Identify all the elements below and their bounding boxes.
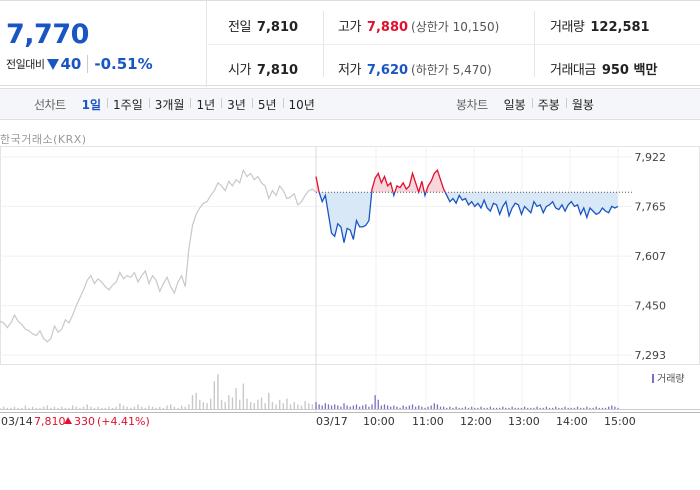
chart-tabs: 선차트 1일 1주일 3개월 1년 3년 5년 10년 봉차트 일봉 주봉 월봉 xyxy=(0,88,700,120)
data-source-label: 한국거래소(KRX) xyxy=(0,133,87,146)
tab-3month[interactable]: 3개월 xyxy=(148,96,191,113)
x-tick-label: 03/17 xyxy=(316,415,348,428)
down-triangle-icon xyxy=(47,58,60,70)
tab-5year[interactable]: 5년 xyxy=(251,96,283,113)
tab-1week[interactable]: 1주일 xyxy=(107,96,149,113)
y-tick-label: 7,922 xyxy=(635,151,667,164)
y-tick-label: 7,293 xyxy=(635,349,667,362)
change-label: 전일대비 xyxy=(6,58,45,71)
stat-volume: 거래량 122,581 xyxy=(550,20,650,35)
plot-frame xyxy=(0,146,700,365)
candle-chart-tabs: 봉차트 일봉 주봉 월봉 xyxy=(456,89,600,119)
volume-legend-swatch xyxy=(652,374,654,383)
stat-open: 시가 7,810 xyxy=(228,63,299,78)
stats-grid: 전일 7,810 고가 7,880 (상한가 10,150) 거래량 122,5… xyxy=(208,1,700,87)
quote-header: 7,770 전일대비 40 -0.51% 전일 7,810 고가 7,880 (… xyxy=(0,0,700,87)
x-tick-label: 10:00 xyxy=(363,415,395,428)
stat-prev-close: 전일 7,810 xyxy=(228,20,299,35)
prev-day-change: 330 xyxy=(74,415,95,428)
tab-10year[interactable]: 10년 xyxy=(282,96,321,113)
prev-day-pct: (+4.41%) xyxy=(97,415,150,428)
tab-1day[interactable]: 1일 xyxy=(81,97,102,112)
series-03-14-line xyxy=(0,168,317,343)
x-tick-label: 03/14 xyxy=(1,415,33,428)
series-03-17-line-down xyxy=(318,192,619,243)
x-tick-label: 12:00 xyxy=(460,415,492,428)
stat-turnover: 거래대금 950 백만 xyxy=(550,63,658,78)
change-amount: 40 xyxy=(60,55,82,73)
x-tick-label: 11:00 xyxy=(412,415,444,428)
line-chart-tabs: 선차트 1일 1주일 3개월 1년 3년 5년 10년 xyxy=(34,89,321,119)
tab-weekly-candle[interactable]: 주봉 xyxy=(531,96,566,113)
tab-3year[interactable]: 3년 xyxy=(221,96,252,113)
price-change: 전일대비 40 -0.51% xyxy=(6,55,153,73)
candle-chart-title: 봉차트 xyxy=(456,97,488,112)
y-tick-label: 7,607 xyxy=(635,250,667,263)
y-tick-label: 7,450 xyxy=(635,300,667,313)
prev-day-price: 7,810 xyxy=(34,415,66,428)
x-tick-label: 13:00 xyxy=(508,415,540,428)
up-triangle-icon xyxy=(64,417,72,424)
x-tick-label: 15:00 xyxy=(604,415,636,428)
y-tick-label: 7,765 xyxy=(635,200,667,213)
current-price: 7,770 xyxy=(6,19,89,50)
volume-legend-label: 거래량 xyxy=(657,373,685,385)
line-chart-title: 선차트 xyxy=(34,97,66,112)
tab-monthly-candle[interactable]: 월봉 xyxy=(565,96,600,113)
change-percent: -0.51% xyxy=(87,55,153,73)
price-summary: 7,770 전일대비 40 -0.51% xyxy=(0,1,207,87)
tab-1year[interactable]: 1년 xyxy=(190,96,221,113)
x-tick-label: 14:00 xyxy=(556,415,588,428)
stat-high: 고가 7,880 (상한가 10,150) xyxy=(338,20,500,35)
tab-daily-candle[interactable]: 일봉 xyxy=(503,97,526,112)
stat-low: 저가 7,620 (하한가 5,470) xyxy=(338,63,492,78)
